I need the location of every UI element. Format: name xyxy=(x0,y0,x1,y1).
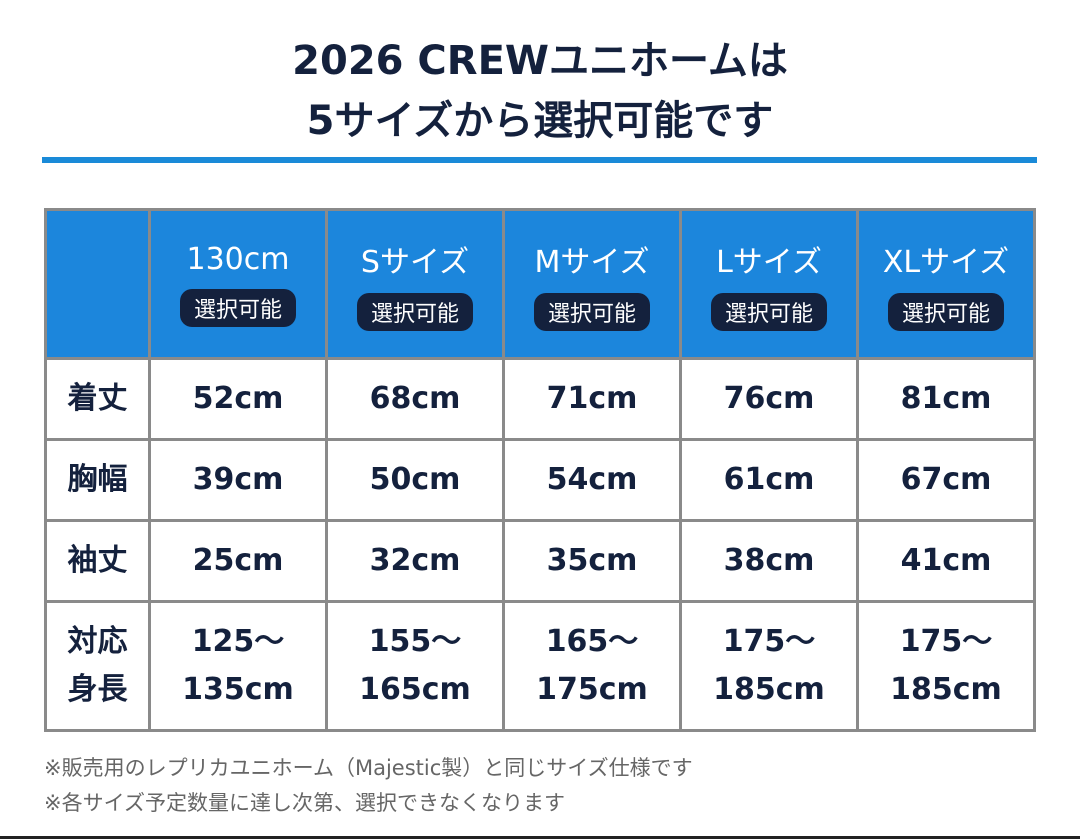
cell: 52cm xyxy=(148,357,328,441)
cell: 68cm xyxy=(325,357,505,441)
cell: 25cm xyxy=(148,519,328,603)
column-header: 130cm 選択可能 xyxy=(148,208,328,360)
badge: 選択可能 xyxy=(179,288,296,327)
cell: 50cm xyxy=(325,438,505,522)
bottom-line xyxy=(0,836,1080,839)
table-row: 袖丈 25cm 32cm 35cm 38cm 41cm xyxy=(44,519,1036,603)
table-row: 着丈 52cm 68cm 71cm 76cm 81cm xyxy=(44,357,1036,441)
title-line: 5サイズから選択可能です xyxy=(306,98,774,144)
row-label: 着丈 xyxy=(44,357,151,441)
cell: 175〜 185cm xyxy=(679,600,859,732)
badge: 選択可能 xyxy=(356,293,473,331)
cell: 32cm xyxy=(325,519,505,603)
cell: 175〜 185cm xyxy=(856,600,1036,732)
cell: 125〜 135cm xyxy=(148,600,328,732)
cell: 61cm xyxy=(679,438,859,522)
cell: 41cm xyxy=(856,519,1036,603)
note: ※販売用のレプリカユニホーム（Majestic製）と同じサイズ仕様です xyxy=(44,756,693,780)
cell: 81cm xyxy=(856,357,1036,441)
row-label: 袖丈 xyxy=(44,519,151,603)
badge: 選択可能 xyxy=(887,293,1004,331)
note: ※各サイズ予定数量に達し次第、選択できなくなります xyxy=(44,791,565,815)
cell: 67cm xyxy=(856,438,1036,522)
badge: 選択可能 xyxy=(533,293,650,331)
cell: 38cm xyxy=(679,519,859,603)
rule xyxy=(42,157,1037,163)
cell: 54cm xyxy=(502,438,682,522)
table-row: 胸幅 39cm 50cm 54cm 61cm 67cm xyxy=(44,438,1036,522)
column-header: Mサイズ選択可能 xyxy=(502,208,682,360)
size-name: Lサイズ xyxy=(716,245,822,280)
size-name: Mサイズ xyxy=(534,245,650,280)
table-row: 対応 身長 125〜 135cm 155〜 165cm 165〜 175cm 175〜 … xyxy=(44,600,1036,732)
size-name: XLサイズ xyxy=(882,245,1010,280)
size-name: Sサイズ xyxy=(360,245,470,280)
title-line: 2026 CREWユニホームは xyxy=(292,38,788,84)
cell: 165〜 175cm xyxy=(502,600,682,732)
cell: 35cm xyxy=(502,519,682,603)
column-header: XLサイズ選択可能 xyxy=(856,208,1036,360)
size-table: 130cm 選択可能 Sサイズ 選択可能 Mサイズ 選択可能 Lサイズ 選択可能 XLサイズ 選択… xyxy=(44,208,1036,732)
header-row: 130cm 選択可能 Sサイズ 選択可能 Mサイズ 選択可能 Lサイズ 選択可能 XLサイズ 選択… xyxy=(44,208,1036,360)
row-label: 対応 身長 xyxy=(44,600,151,732)
cell: 39cm xyxy=(148,438,328,522)
badge: 選択可能 xyxy=(710,293,827,331)
column-header: Sサイズ選択可能 xyxy=(325,208,505,360)
cell: 76cm xyxy=(679,357,859,441)
column-header: Lサイズ選択可能 xyxy=(679,208,859,360)
cell: 71cm xyxy=(502,357,682,441)
cell: 155〜 165cm xyxy=(325,600,505,732)
row-label: 胸幅 xyxy=(44,438,151,522)
size-name: 130cm xyxy=(186,241,290,277)
corner-cell xyxy=(44,208,151,360)
